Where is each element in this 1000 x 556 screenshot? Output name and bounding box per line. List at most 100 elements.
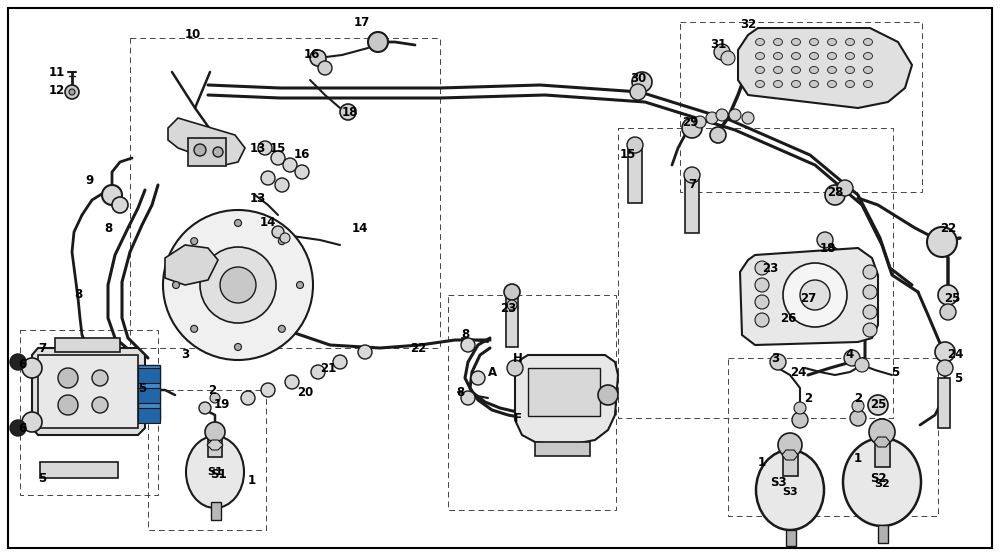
- Text: 16: 16: [304, 48, 320, 62]
- Circle shape: [241, 391, 255, 405]
- Text: 18: 18: [342, 106, 358, 118]
- Ellipse shape: [756, 38, 765, 46]
- Circle shape: [755, 295, 769, 309]
- Ellipse shape: [828, 38, 836, 46]
- Bar: [786, 530, 796, 546]
- Circle shape: [205, 422, 225, 442]
- Text: 5: 5: [38, 471, 46, 484]
- Text: 8: 8: [456, 385, 464, 399]
- Circle shape: [258, 141, 272, 155]
- Bar: [875, 435, 890, 467]
- Text: 8: 8: [74, 289, 82, 301]
- Text: 5: 5: [891, 365, 899, 379]
- Text: 20: 20: [297, 385, 313, 399]
- Bar: [628, 148, 642, 203]
- Ellipse shape: [828, 81, 836, 87]
- Circle shape: [471, 371, 485, 385]
- Text: 23: 23: [500, 301, 516, 315]
- Text: 3: 3: [181, 349, 189, 361]
- Circle shape: [706, 112, 718, 124]
- Ellipse shape: [792, 81, 800, 87]
- Text: 10: 10: [185, 28, 201, 42]
- Circle shape: [940, 304, 956, 320]
- Text: 8: 8: [461, 329, 469, 341]
- Circle shape: [112, 197, 128, 213]
- Circle shape: [220, 267, 256, 303]
- Ellipse shape: [792, 38, 800, 46]
- Text: 13: 13: [250, 141, 266, 155]
- Text: 9: 9: [86, 173, 94, 186]
- Ellipse shape: [864, 67, 872, 73]
- Circle shape: [340, 104, 356, 120]
- Text: 6: 6: [18, 359, 26, 371]
- Text: 18: 18: [820, 241, 836, 255]
- Bar: [38, 355, 138, 428]
- Circle shape: [504, 284, 520, 300]
- Polygon shape: [782, 450, 798, 460]
- Circle shape: [755, 261, 769, 275]
- Circle shape: [261, 383, 275, 397]
- Circle shape: [296, 281, 304, 289]
- Text: 24: 24: [947, 349, 963, 361]
- Circle shape: [721, 51, 735, 65]
- Text: 1: 1: [758, 455, 766, 469]
- Circle shape: [855, 358, 869, 372]
- Circle shape: [278, 237, 285, 245]
- Text: A: A: [487, 365, 497, 379]
- Circle shape: [710, 127, 726, 143]
- Circle shape: [213, 147, 223, 157]
- Circle shape: [200, 247, 276, 323]
- Bar: [148, 390, 266, 530]
- Text: 6: 6: [18, 421, 26, 434]
- Text: 24: 24: [790, 365, 806, 379]
- Ellipse shape: [828, 52, 836, 59]
- Circle shape: [10, 420, 26, 436]
- Text: 1: 1: [854, 451, 862, 464]
- Circle shape: [69, 89, 75, 95]
- Text: 2: 2: [804, 391, 812, 405]
- Circle shape: [10, 354, 26, 370]
- Ellipse shape: [792, 52, 800, 59]
- Bar: [138, 365, 160, 420]
- Circle shape: [794, 402, 806, 414]
- Circle shape: [684, 167, 700, 183]
- Circle shape: [770, 354, 786, 370]
- Ellipse shape: [810, 52, 818, 59]
- Ellipse shape: [756, 450, 824, 530]
- Circle shape: [694, 116, 706, 128]
- Ellipse shape: [774, 81, 782, 87]
- Circle shape: [234, 220, 242, 226]
- Circle shape: [275, 178, 289, 192]
- Text: 23: 23: [762, 261, 778, 275]
- Circle shape: [817, 232, 833, 248]
- Circle shape: [92, 397, 108, 413]
- Text: 21: 21: [320, 361, 336, 375]
- Circle shape: [461, 338, 475, 352]
- Text: 8: 8: [104, 221, 112, 235]
- Circle shape: [935, 342, 955, 362]
- Bar: [783, 448, 798, 476]
- Text: 29: 29: [682, 116, 698, 128]
- Circle shape: [278, 325, 285, 332]
- Text: S2: S2: [874, 479, 890, 489]
- Text: 2: 2: [854, 391, 862, 405]
- Ellipse shape: [843, 438, 921, 526]
- Circle shape: [800, 280, 830, 310]
- Bar: [535, 442, 590, 456]
- Polygon shape: [168, 118, 245, 165]
- Circle shape: [271, 151, 285, 165]
- Circle shape: [173, 281, 180, 289]
- Bar: [448, 295, 616, 510]
- Text: 19: 19: [214, 399, 230, 411]
- Text: S3: S3: [770, 475, 786, 489]
- Ellipse shape: [774, 38, 782, 46]
- Bar: [55, 338, 120, 352]
- Bar: [878, 525, 888, 543]
- Text: 25: 25: [944, 291, 960, 305]
- Circle shape: [58, 368, 78, 388]
- Circle shape: [234, 344, 242, 350]
- Circle shape: [272, 226, 284, 238]
- Ellipse shape: [828, 67, 836, 73]
- Circle shape: [199, 402, 211, 414]
- Ellipse shape: [792, 67, 800, 73]
